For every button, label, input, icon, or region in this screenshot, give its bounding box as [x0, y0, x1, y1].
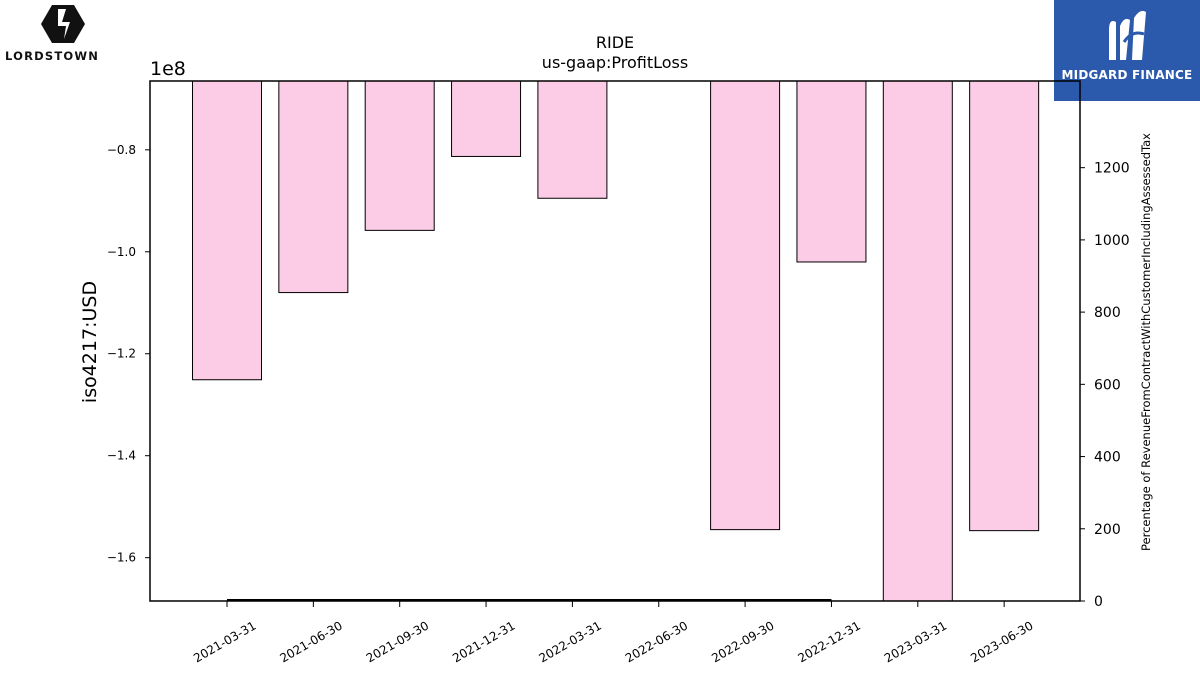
y2-tick-label: 200 — [1094, 522, 1121, 538]
y-axis-label: iso4217:USD — [79, 281, 101, 403]
chart-title: RIDE — [596, 33, 634, 52]
bars-group — [192, 80, 1040, 602]
y2-tick-label: 800 — [1094, 305, 1121, 321]
lordstown-logo: LORDSTOWN — [0, 0, 125, 70]
y2-tick-label: 1000 — [1094, 233, 1130, 249]
chart-subtitle: us-gaap:ProfitLoss — [542, 53, 688, 72]
y-tick-label: −0.8 — [107, 143, 136, 157]
y2-tick-label: 1200 — [1094, 161, 1130, 177]
x-tick-label: 2023-06-30 — [968, 618, 1035, 665]
y-axis-ticks: −0.8 −1.0 −1.2 −1.4 −1.6 — [107, 143, 150, 565]
y-tick-label: −1.2 — [107, 347, 136, 361]
bar-2022-03-31 — [537, 80, 608, 199]
midgard-wordmark: MIDGARD FINANCE — [1061, 68, 1193, 82]
x-tick-label: 2021-09-30 — [364, 618, 431, 665]
bar-2022-12-31 — [796, 80, 867, 263]
midgard-finance-logo: MIDGARD FINANCE — [1054, 0, 1200, 101]
y2-tick-label: 400 — [1094, 450, 1121, 466]
bar-2023-06-30 — [969, 80, 1040, 532]
y-tick-label: −1.6 — [107, 551, 136, 565]
bar-2021-06-30 — [278, 80, 349, 294]
lordstown-wordmark: LORDSTOWN — [5, 49, 100, 63]
x-tick-label: 2023-03-31 — [882, 618, 949, 665]
x-tick-label: 2021-12-31 — [450, 618, 517, 665]
lordstown-emblem-icon — [41, 5, 85, 43]
x-tick-label: 2021-03-31 — [191, 618, 258, 665]
bar-2022-09-30 — [710, 80, 781, 531]
x-tick-label: 2022-12-31 — [796, 618, 863, 665]
x-tick-label: 2022-03-31 — [536, 618, 603, 665]
bar-2023-03-31 — [882, 80, 953, 602]
bar-2021-12-31 — [451, 80, 522, 157]
y2-tick-label: 600 — [1094, 377, 1121, 393]
bar-2021-09-30 — [364, 80, 435, 231]
y-tick-label: −1.0 — [107, 245, 136, 259]
y-tick-label: −1.4 — [107, 449, 136, 463]
x-tick-label: 2022-06-30 — [623, 618, 690, 665]
y2-axis-label: Percentage of RevenueFromContractWithCus… — [1139, 133, 1153, 551]
bar-2021-03-31 — [192, 80, 262, 381]
midgard-emblem-icon — [1109, 10, 1146, 60]
y2-axis-ticks: 0 200 400 600 800 1000 1200 — [1080, 161, 1130, 610]
y2-tick-label: 0 — [1094, 594, 1103, 610]
x-tick-label: 2021-06-30 — [277, 618, 344, 665]
x-axis-ticks: 2021-03-31 2021-06-30 2021-09-30 2021-12-31… — [191, 601, 1036, 665]
plot-frame — [149, 80, 1081, 602]
x-tick-label: 2022-09-30 — [709, 618, 776, 665]
y-axis-offset-label: 1e8 — [150, 58, 186, 80]
